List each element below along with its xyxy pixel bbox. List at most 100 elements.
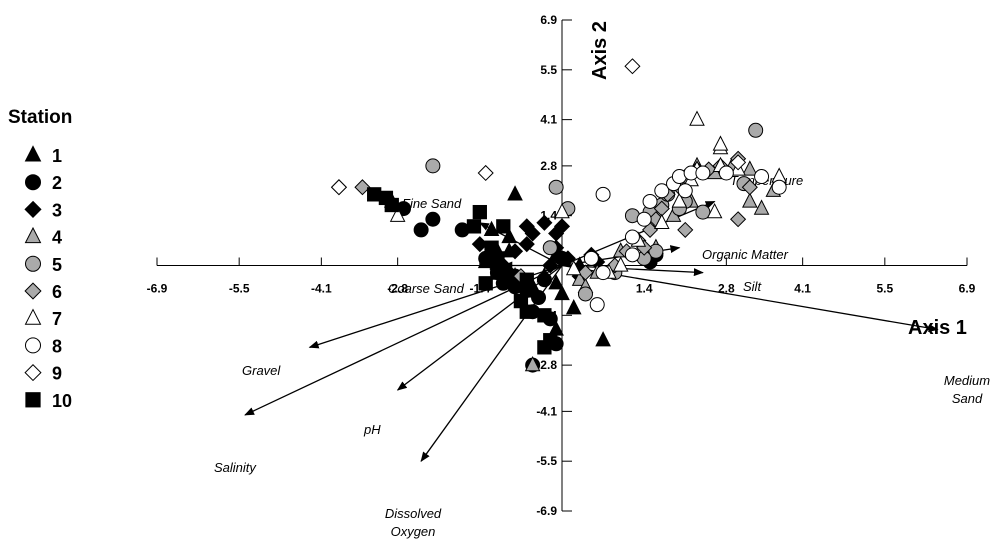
vector-label: Silt bbox=[743, 279, 762, 294]
point-station-5 bbox=[648, 243, 664, 259]
legend: Station 1 2 3 4 5 6 7 8 9 10 bbox=[8, 107, 72, 411]
point-station-10 bbox=[519, 304, 534, 319]
point-station-3 bbox=[559, 250, 576, 267]
point-station-8 bbox=[636, 211, 652, 227]
vector-label: Dissolved bbox=[385, 506, 442, 521]
x-tick-label: -5.5 bbox=[229, 282, 250, 296]
data-points bbox=[330, 58, 787, 373]
x-tick-label: 2.8 bbox=[718, 282, 735, 296]
y-tick-label: -4.1 bbox=[536, 404, 557, 418]
legend-label-9: 9 bbox=[52, 364, 62, 384]
point-station-7 bbox=[565, 259, 582, 276]
y-tick-label: 6.9 bbox=[540, 13, 557, 27]
environmental-vectors: TemperatureOrganic MatterSiltMediumSandF… bbox=[214, 173, 990, 539]
y-tick-label: -2.8 bbox=[536, 358, 557, 372]
x-tick-label: -4.1 bbox=[311, 282, 332, 296]
point-station-1 bbox=[595, 331, 611, 347]
vector-label: Oxygen bbox=[391, 524, 436, 539]
point-station-6 bbox=[677, 221, 694, 238]
point-station-8 bbox=[695, 165, 711, 181]
vector-label: Organic Matter bbox=[702, 247, 789, 262]
point-station-1 bbox=[483, 220, 500, 237]
point-station-8 bbox=[624, 229, 640, 245]
point-station-7 bbox=[653, 213, 670, 229]
point-station-10 bbox=[496, 219, 511, 234]
legend-marker-3 bbox=[24, 200, 42, 218]
legend-label-4: 4 bbox=[52, 228, 62, 248]
point-station-4 bbox=[524, 355, 541, 372]
point-station-8 bbox=[654, 183, 670, 199]
point-station-8 bbox=[771, 179, 787, 195]
point-station-8 bbox=[718, 165, 734, 181]
point-station-9 bbox=[624, 58, 641, 75]
x-tick-label: -6.9 bbox=[147, 282, 168, 296]
legend-label-8: 8 bbox=[52, 336, 62, 356]
point-station-10 bbox=[478, 276, 493, 291]
point-station-3 bbox=[536, 214, 553, 231]
legend-label-3: 3 bbox=[52, 200, 62, 220]
vector-label: Sand bbox=[952, 391, 983, 406]
point-station-3 bbox=[553, 218, 571, 235]
vector-label: pH bbox=[363, 422, 381, 437]
point-station-5 bbox=[577, 286, 593, 302]
point-station-5 bbox=[425, 158, 441, 174]
point-station-6 bbox=[354, 179, 371, 196]
point-station-7 bbox=[712, 135, 729, 151]
point-station-1 bbox=[548, 274, 564, 290]
point-station-8 bbox=[583, 250, 599, 266]
legend-marker-1 bbox=[24, 145, 42, 162]
y-tick-label: 4.1 bbox=[540, 113, 557, 127]
x-tick-label: 4.1 bbox=[794, 282, 811, 296]
point-station-5 bbox=[695, 204, 711, 220]
x-tick-label: -2.8 bbox=[387, 282, 408, 296]
point-station-10 bbox=[472, 204, 487, 220]
point-station-8 bbox=[595, 265, 611, 281]
legend-label-2: 2 bbox=[52, 173, 62, 193]
point-station-7 bbox=[612, 256, 629, 272]
y-axis-title: Axis 2 bbox=[589, 21, 611, 80]
point-station-4 bbox=[571, 270, 588, 286]
legend-marker-2 bbox=[25, 174, 41, 191]
point-station-10 bbox=[466, 219, 482, 234]
x-tick-label: 5.5 bbox=[876, 282, 893, 296]
point-station-8 bbox=[624, 247, 640, 263]
point-station-10 bbox=[490, 265, 505, 280]
vector-label: Gravel bbox=[242, 363, 281, 378]
point-station-9 bbox=[477, 164, 494, 182]
point-station-1 bbox=[565, 299, 582, 315]
point-station-2 bbox=[536, 272, 552, 288]
legend-marker-10 bbox=[25, 392, 41, 408]
legend-label-10: 10 bbox=[52, 391, 72, 411]
legend-marker-9 bbox=[24, 364, 42, 382]
legend-title: Station bbox=[8, 107, 72, 128]
point-station-1 bbox=[507, 185, 523, 201]
point-station-4 bbox=[742, 160, 758, 176]
point-station-2 bbox=[413, 222, 429, 238]
legend-marker-4 bbox=[24, 226, 42, 244]
point-station-8 bbox=[595, 186, 611, 202]
point-station-6 bbox=[730, 211, 747, 228]
point-station-7 bbox=[689, 110, 705, 126]
point-station-6 bbox=[577, 264, 594, 281]
legend-marker-6 bbox=[24, 282, 42, 300]
point-station-10 bbox=[384, 197, 399, 213]
vector-arrow bbox=[561, 264, 939, 332]
legend-marker-5 bbox=[25, 255, 41, 272]
point-station-5 bbox=[548, 179, 564, 195]
y-tick-label: -6.9 bbox=[536, 504, 557, 518]
point-station-7 bbox=[389, 206, 406, 222]
legend-label-5: 5 bbox=[52, 255, 62, 275]
legend-label-7: 7 bbox=[52, 309, 62, 329]
point-station-3 bbox=[518, 236, 535, 253]
point-station-10 bbox=[484, 251, 499, 266]
y-tick-label: 5.5 bbox=[540, 63, 557, 77]
x-tick-label: 1.4 bbox=[636, 282, 653, 296]
point-station-8 bbox=[677, 183, 693, 199]
point-station-5 bbox=[748, 122, 764, 138]
point-station-6 bbox=[741, 179, 758, 196]
y-tick-label: 2.8 bbox=[540, 159, 557, 173]
vector-label: Fine Sand bbox=[402, 196, 462, 211]
point-station-7 bbox=[706, 202, 723, 219]
point-station-8 bbox=[589, 297, 605, 313]
